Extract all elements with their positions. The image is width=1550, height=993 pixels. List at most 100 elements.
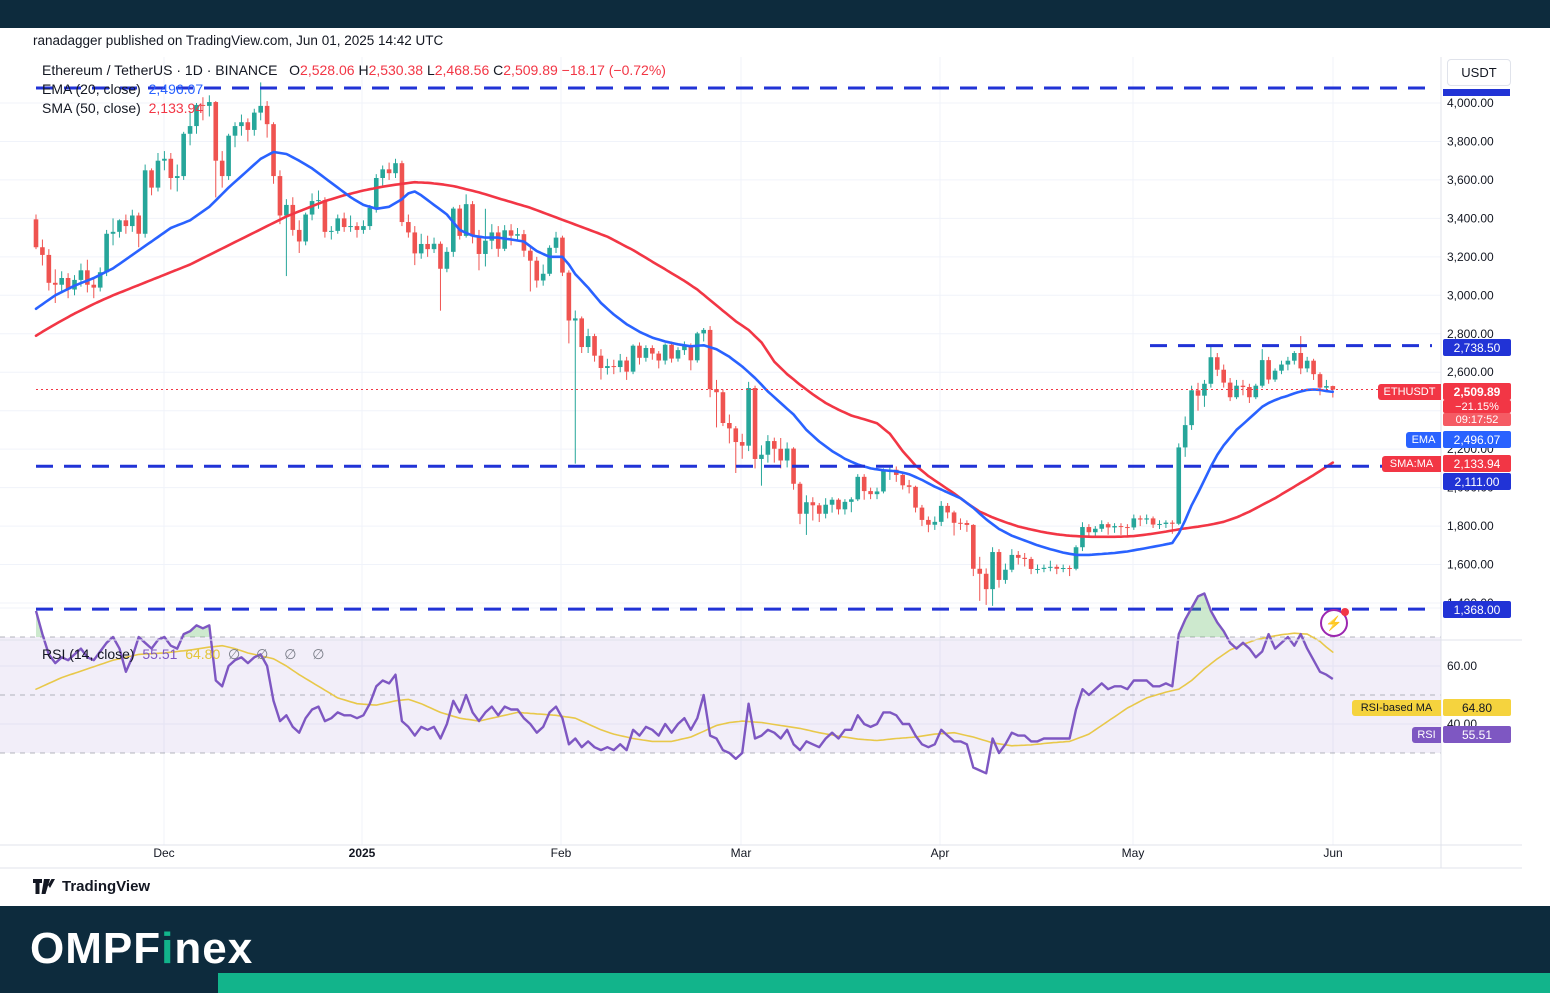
candle-body bbox=[932, 521, 938, 525]
candle-body bbox=[277, 176, 283, 216]
candle bbox=[399, 160, 405, 227]
candle bbox=[457, 204, 463, 240]
candle bbox=[1221, 364, 1226, 388]
candle bbox=[534, 256, 540, 288]
tradingview-link[interactable]: TradingView bbox=[33, 878, 150, 895]
candle bbox=[566, 270, 572, 344]
candle-body bbox=[457, 208, 463, 236]
candle bbox=[996, 549, 1002, 588]
candle-body bbox=[572, 318, 578, 321]
candle bbox=[495, 226, 501, 257]
candle-body bbox=[707, 329, 713, 390]
rsi-legend[interactable]: RSI (14, close) 55.51 64.80 ∅ ∅ ∅ ∅ bbox=[42, 646, 331, 662]
candle-body bbox=[829, 499, 835, 505]
candle bbox=[1125, 524, 1130, 536]
candle-body bbox=[1253, 385, 1259, 398]
candle bbox=[444, 247, 450, 273]
candle bbox=[1157, 520, 1162, 529]
candle-body bbox=[508, 230, 514, 236]
candle-body bbox=[425, 243, 430, 250]
candle bbox=[650, 345, 655, 360]
candle-body bbox=[373, 178, 379, 208]
sma-legend[interactable]: SMA (50, close) 2,133.94 bbox=[42, 100, 204, 116]
candle-body bbox=[1176, 447, 1182, 524]
candle bbox=[155, 153, 161, 192]
candle bbox=[1028, 556, 1034, 575]
candle bbox=[322, 197, 328, 238]
candle-body bbox=[451, 208, 456, 252]
candle bbox=[85, 259, 90, 293]
candle-body bbox=[1131, 518, 1137, 528]
candle bbox=[585, 328, 591, 353]
candle-body bbox=[881, 470, 886, 492]
boost-icon[interactable]: ⚡ bbox=[1320, 608, 1349, 637]
candle-body bbox=[258, 105, 263, 113]
candle-body bbox=[630, 345, 636, 372]
candle bbox=[688, 343, 694, 371]
month-label: Apr bbox=[931, 846, 950, 860]
candle bbox=[1112, 523, 1117, 533]
candle bbox=[778, 438, 784, 469]
candle bbox=[656, 351, 662, 369]
candle-body bbox=[348, 226, 353, 228]
candle-body bbox=[470, 204, 475, 237]
candle-body bbox=[579, 318, 584, 348]
price-chart[interactable]: 4,000.00 3,800.00 3,600.00 3,400.00 3,200.00… bbox=[0, 57, 1550, 870]
candle-body bbox=[495, 232, 501, 249]
rsi-overbought-fill bbox=[1178, 593, 1227, 637]
price-tick-label: 2,800.00 bbox=[1447, 327, 1494, 341]
price-tick-label: 1,600.00 bbox=[1447, 558, 1494, 572]
rsi-empty-inputs: ∅ ∅ ∅ ∅ bbox=[228, 646, 331, 662]
candle-body bbox=[662, 344, 668, 361]
candle bbox=[110, 218, 116, 246]
candle-body bbox=[1189, 390, 1194, 426]
candle-body bbox=[431, 243, 437, 250]
candle-body bbox=[104, 233, 109, 273]
candle bbox=[707, 326, 713, 398]
candle bbox=[104, 229, 109, 277]
candle bbox=[945, 503, 950, 519]
candle bbox=[572, 310, 578, 464]
candle bbox=[1048, 560, 1053, 572]
price-tick-label: 3,800.00 bbox=[1447, 134, 1494, 148]
candle bbox=[739, 433, 745, 459]
candle bbox=[329, 226, 334, 240]
candle-body bbox=[168, 158, 174, 178]
bar-countdown-label: 09:17:52 bbox=[1443, 413, 1511, 426]
candle-body bbox=[1093, 528, 1098, 533]
candle-body bbox=[329, 230, 334, 232]
candle-body bbox=[669, 344, 674, 359]
month-label: 2025 bbox=[349, 846, 376, 860]
candle bbox=[701, 328, 706, 342]
ohlc-close: C2,509.89 bbox=[493, 62, 558, 78]
candle-body bbox=[951, 512, 957, 523]
candle-body bbox=[444, 251, 450, 269]
candle bbox=[958, 518, 963, 530]
candle-body bbox=[540, 273, 546, 281]
candle-body bbox=[78, 270, 84, 280]
candle-body bbox=[617, 360, 623, 368]
month-label: Dec bbox=[153, 846, 174, 860]
candle-body bbox=[528, 250, 533, 261]
candle-body bbox=[1028, 558, 1034, 569]
candle-body bbox=[399, 163, 405, 223]
month-label: Feb bbox=[551, 846, 572, 860]
price-tick-label: 3,600.00 bbox=[1447, 173, 1494, 187]
candle bbox=[598, 349, 604, 380]
candle bbox=[1311, 358, 1316, 380]
candle bbox=[772, 437, 777, 463]
candle-body bbox=[605, 366, 610, 368]
candle bbox=[149, 168, 154, 196]
candle-body bbox=[1137, 518, 1143, 520]
candle bbox=[823, 498, 828, 519]
candle bbox=[874, 487, 880, 500]
currency-toggle-button[interactable]: USDT bbox=[1447, 59, 1511, 86]
candle-body bbox=[592, 336, 597, 356]
candle bbox=[348, 215, 353, 232]
symbol-price-tag: ETHUSDT bbox=[1378, 384, 1441, 400]
candle-body bbox=[386, 169, 392, 174]
ema-legend[interactable]: EMA (20, close) 2,496.07 bbox=[42, 81, 204, 97]
last-price-label: 2,509.89 bbox=[1443, 383, 1511, 400]
hidden-level-label bbox=[1443, 89, 1510, 96]
candle bbox=[675, 347, 681, 362]
